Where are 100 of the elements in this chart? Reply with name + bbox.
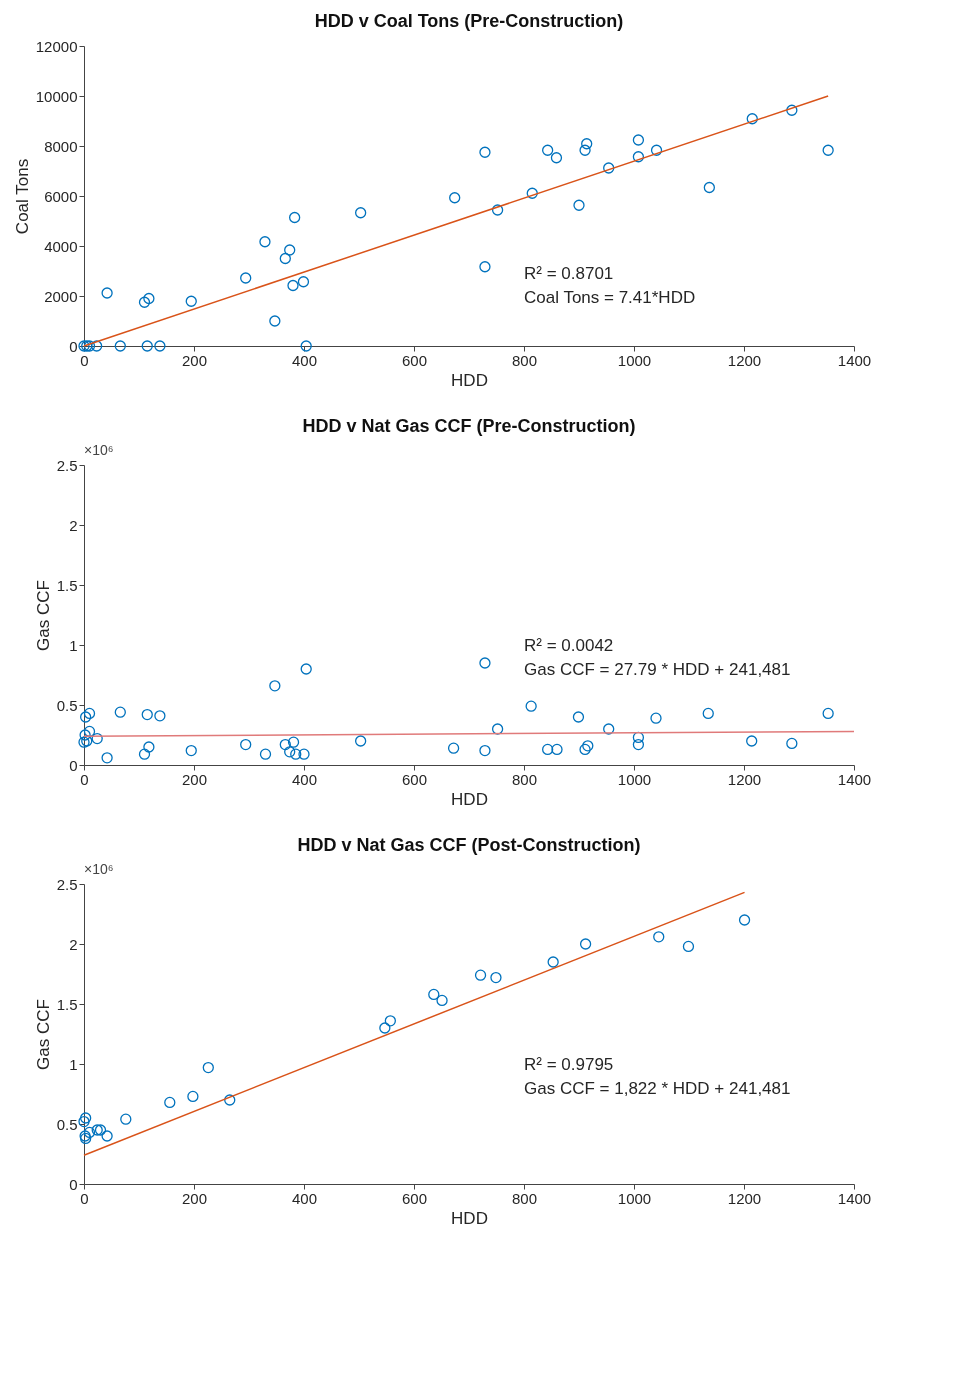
x-tick-label: 200 [181,770,208,788]
point [491,723,504,735]
point [491,204,504,216]
x-axis-title: HDD [451,789,488,809]
y-tick-label: 8000 [44,137,78,155]
point [91,340,103,352]
x-tick-label: 800 [511,1189,538,1207]
point [603,162,615,174]
point [289,211,301,224]
x-tick-label: 1000 [617,770,652,788]
x-tick-label: 400 [291,770,318,788]
point [650,144,663,156]
point [202,1061,214,1074]
point [551,743,563,756]
point [83,1126,96,1139]
point [269,315,281,327]
point [279,252,291,265]
point [822,707,834,720]
x-tick-label: 1200 [727,770,762,788]
point [83,707,96,720]
annotation: R² = 0.8701 [524,264,614,283]
point [287,736,300,748]
x-tick-label: 0 [80,1189,89,1207]
point [579,938,592,950]
point [379,1022,391,1034]
point [632,731,645,744]
annotation: Coal Tons = 7.41*HDD [524,288,696,307]
point [259,236,271,248]
point [185,295,197,307]
y-tick-label: 0 [69,756,78,774]
x-tick-label: 200 [181,1189,208,1207]
y-tick-label: 1 [69,1055,78,1073]
x-tick-label: 600 [401,351,428,369]
point [240,738,252,751]
chart-title: HDD v Nat Gas CCF (Post-Construction) [297,835,641,855]
point [101,1130,113,1142]
y-tick-label: 0 [69,337,78,355]
point [479,657,491,669]
point [542,743,554,756]
x-tick-label: 200 [181,351,208,369]
x-tick-label: 1400 [837,770,872,788]
point [449,192,461,204]
annotation: R² = 0.9795 [524,1055,614,1074]
y-tick-label: 2.5 [56,875,78,893]
chart-title: HDD v Nat Gas CCF (Pre-Construction) [302,416,636,436]
annotation: R² = 0.0042 [524,636,614,655]
point [79,729,91,741]
point [479,261,491,273]
x-tick-label: 600 [401,770,428,788]
point [447,742,460,754]
text: ×10⁶ [84,442,114,458]
point [653,931,665,943]
x-tick-label: 400 [291,1189,318,1207]
point [525,700,537,712]
point [284,746,296,758]
point [143,292,155,305]
point [474,969,487,981]
point [290,748,302,760]
x-tick-label: 1000 [617,1189,652,1207]
y-tick-label: 2000 [44,287,78,305]
point [479,146,491,158]
point [355,735,367,747]
x-tick-label: 1400 [837,351,872,369]
x-axis-title: HDD [451,1208,488,1228]
point [632,151,645,163]
point [490,971,502,984]
y-tick-label: 0.5 [56,696,78,714]
point [822,144,834,156]
point [287,279,299,292]
point [298,748,310,760]
x-tick-label: 1200 [727,1189,762,1207]
x-tick-label: 0 [80,770,89,788]
point [579,144,591,156]
y-tick-label: 4000 [44,237,78,255]
x-tick-label: 1200 [727,351,762,369]
point [786,737,798,750]
point [259,748,272,760]
point [703,181,715,194]
point [300,663,312,675]
point [240,272,252,284]
y-axis-title: Gas CCF [33,580,53,651]
point [114,340,126,352]
x-tick-label: 400 [291,351,318,369]
point [632,134,645,146]
y-tick-label: 10000 [35,87,78,105]
point [550,152,563,164]
point [297,276,310,288]
point [80,1112,92,1124]
point [746,735,758,747]
point [384,1015,396,1027]
point [224,1094,236,1106]
point [542,144,554,156]
x-tick-label: 800 [511,351,538,369]
point [80,711,92,723]
chart-title: HDD v Coal Tons (Pre-Construction) [314,11,624,31]
point [579,743,591,756]
y-tick-label: 6000 [44,187,78,205]
point [786,104,798,116]
point [428,988,440,1001]
point [526,187,538,199]
